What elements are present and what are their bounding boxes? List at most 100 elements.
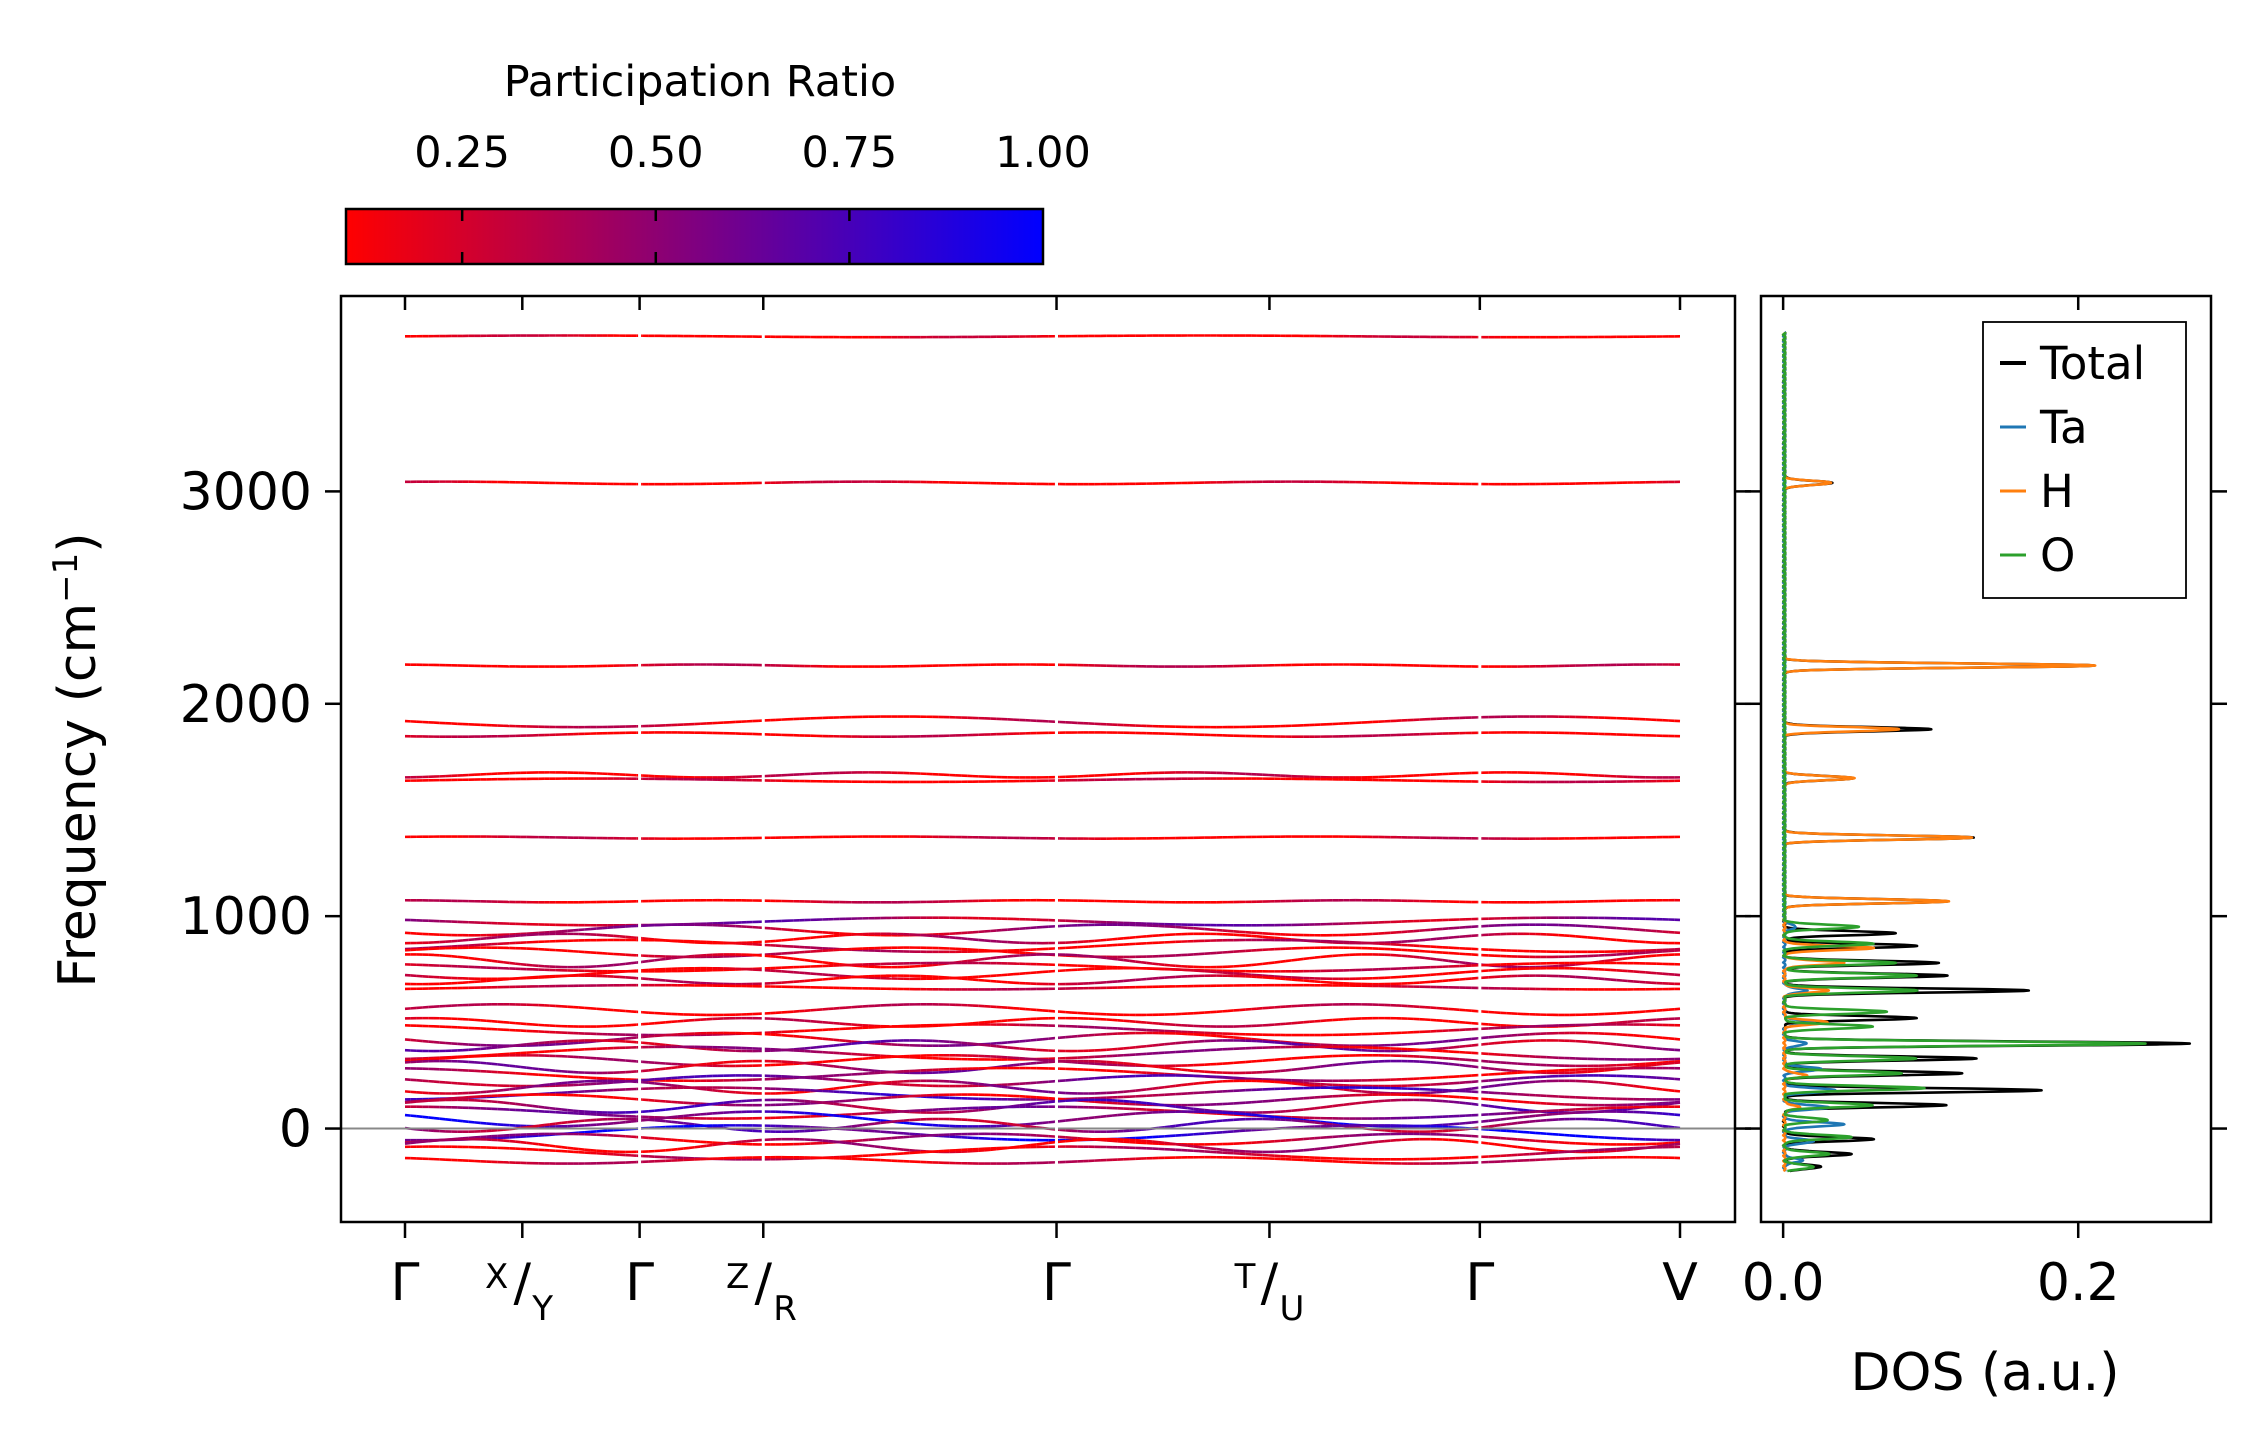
band-segment (1285, 959, 1292, 963)
band-segment (1123, 936, 1130, 940)
band-segment (822, 960, 829, 965)
band-segment (468, 938, 475, 942)
band-segment (1164, 963, 1171, 967)
band-segment (1274, 936, 1281, 940)
phonon-band (404, 771, 1681, 779)
band-segment (1245, 963, 1252, 967)
band-segment (804, 1035, 811, 1039)
band-segment (943, 935, 950, 939)
band-segment (1279, 959, 1287, 964)
phonon-band (404, 715, 1681, 729)
band-segment (810, 959, 817, 963)
phonon-band (404, 938, 1681, 954)
band-segment (468, 956, 475, 960)
band-segment (1274, 960, 1281, 964)
band-segment (845, 1039, 852, 1043)
band-segment (654, 958, 661, 962)
band-segment (798, 958, 806, 962)
band-segment (816, 1036, 823, 1040)
band-segment (1106, 938, 1113, 942)
band-segment (1569, 963, 1576, 967)
band-segment (642, 959, 649, 964)
band-segment (1106, 956, 1113, 960)
band-segment (972, 958, 979, 962)
band-segment (665, 956, 672, 961)
band-segment (1314, 955, 1321, 959)
band-segment (1465, 961, 1472, 965)
band-segment (486, 936, 493, 940)
band-segment (613, 1037, 620, 1041)
band-segment (833, 1038, 840, 1042)
band-segment (1111, 957, 1118, 961)
band-segment (798, 937, 806, 941)
band-segment (1592, 936, 1599, 940)
band-segment (932, 963, 939, 967)
band-segment (1007, 954, 1014, 958)
band-segment (671, 956, 678, 960)
band-segment (1152, 962, 1159, 966)
colorbar-tick-label: 0.50 (608, 128, 704, 178)
band-segment (955, 936, 962, 940)
band-segment (984, 956, 991, 961)
band-segment (775, 955, 782, 959)
band-segment (607, 963, 614, 967)
colorbar-tick-label: 0.25 (414, 128, 510, 178)
band-segment (474, 957, 481, 961)
band-segment (1563, 963, 1571, 967)
band-segment (491, 959, 498, 963)
band-segment (822, 1037, 829, 1041)
band-segment (839, 1039, 846, 1043)
band-segment (1019, 1039, 1026, 1043)
band-segment (1424, 938, 1431, 942)
band-segment (1279, 937, 1287, 941)
band-segment (1448, 959, 1455, 963)
band-segment (926, 963, 933, 967)
band-segment (683, 955, 690, 959)
colorbar-title: Participation Ratio (504, 57, 897, 107)
band-segment (1042, 1037, 1049, 1041)
band-segment (630, 936, 637, 940)
band-segment (1268, 961, 1275, 965)
band-segment (1251, 963, 1258, 967)
band-segment (810, 935, 817, 940)
band-segment (1598, 937, 1605, 941)
band-segment (1158, 962, 1165, 967)
band-lines (404, 334, 1681, 1165)
band-segment (1303, 956, 1310, 961)
band-segment (1013, 1040, 1020, 1044)
band-segment (804, 958, 811, 963)
colorbar: Participation Ratio 0.25 0.50 0.75 1.00 (344, 57, 1091, 266)
band-segment (514, 962, 522, 966)
band-segment (1639, 955, 1646, 959)
band-segment (827, 1037, 834, 1042)
phonon-band (404, 916, 1681, 927)
phonon-band (404, 953, 1681, 969)
phonon-band (404, 974, 1681, 986)
band-segment (410, 1038, 417, 1042)
band-segment (625, 935, 632, 939)
band-segment (1436, 937, 1443, 941)
band-segment (816, 960, 823, 964)
band-segment (625, 1036, 632, 1040)
band-segment (520, 962, 527, 967)
band-segment (457, 955, 464, 959)
band-segment (416, 1039, 423, 1043)
phonon-band (404, 480, 1681, 486)
band-segment (613, 963, 620, 967)
band-segment (1117, 958, 1124, 962)
band-segment (1621, 956, 1628, 961)
band-segment (1129, 935, 1136, 940)
band-segment (1448, 935, 1455, 940)
band-segment (978, 957, 985, 961)
band-segment (497, 960, 504, 964)
band-segment (462, 956, 469, 960)
band-segment (503, 960, 510, 965)
band-segment (1419, 956, 1426, 960)
band-segment (816, 935, 823, 939)
band-segment (428, 1040, 435, 1044)
band-segment (793, 937, 800, 941)
band-segment (404, 1038, 411, 1042)
band-segment (967, 937, 974, 941)
band-segment (509, 961, 516, 965)
